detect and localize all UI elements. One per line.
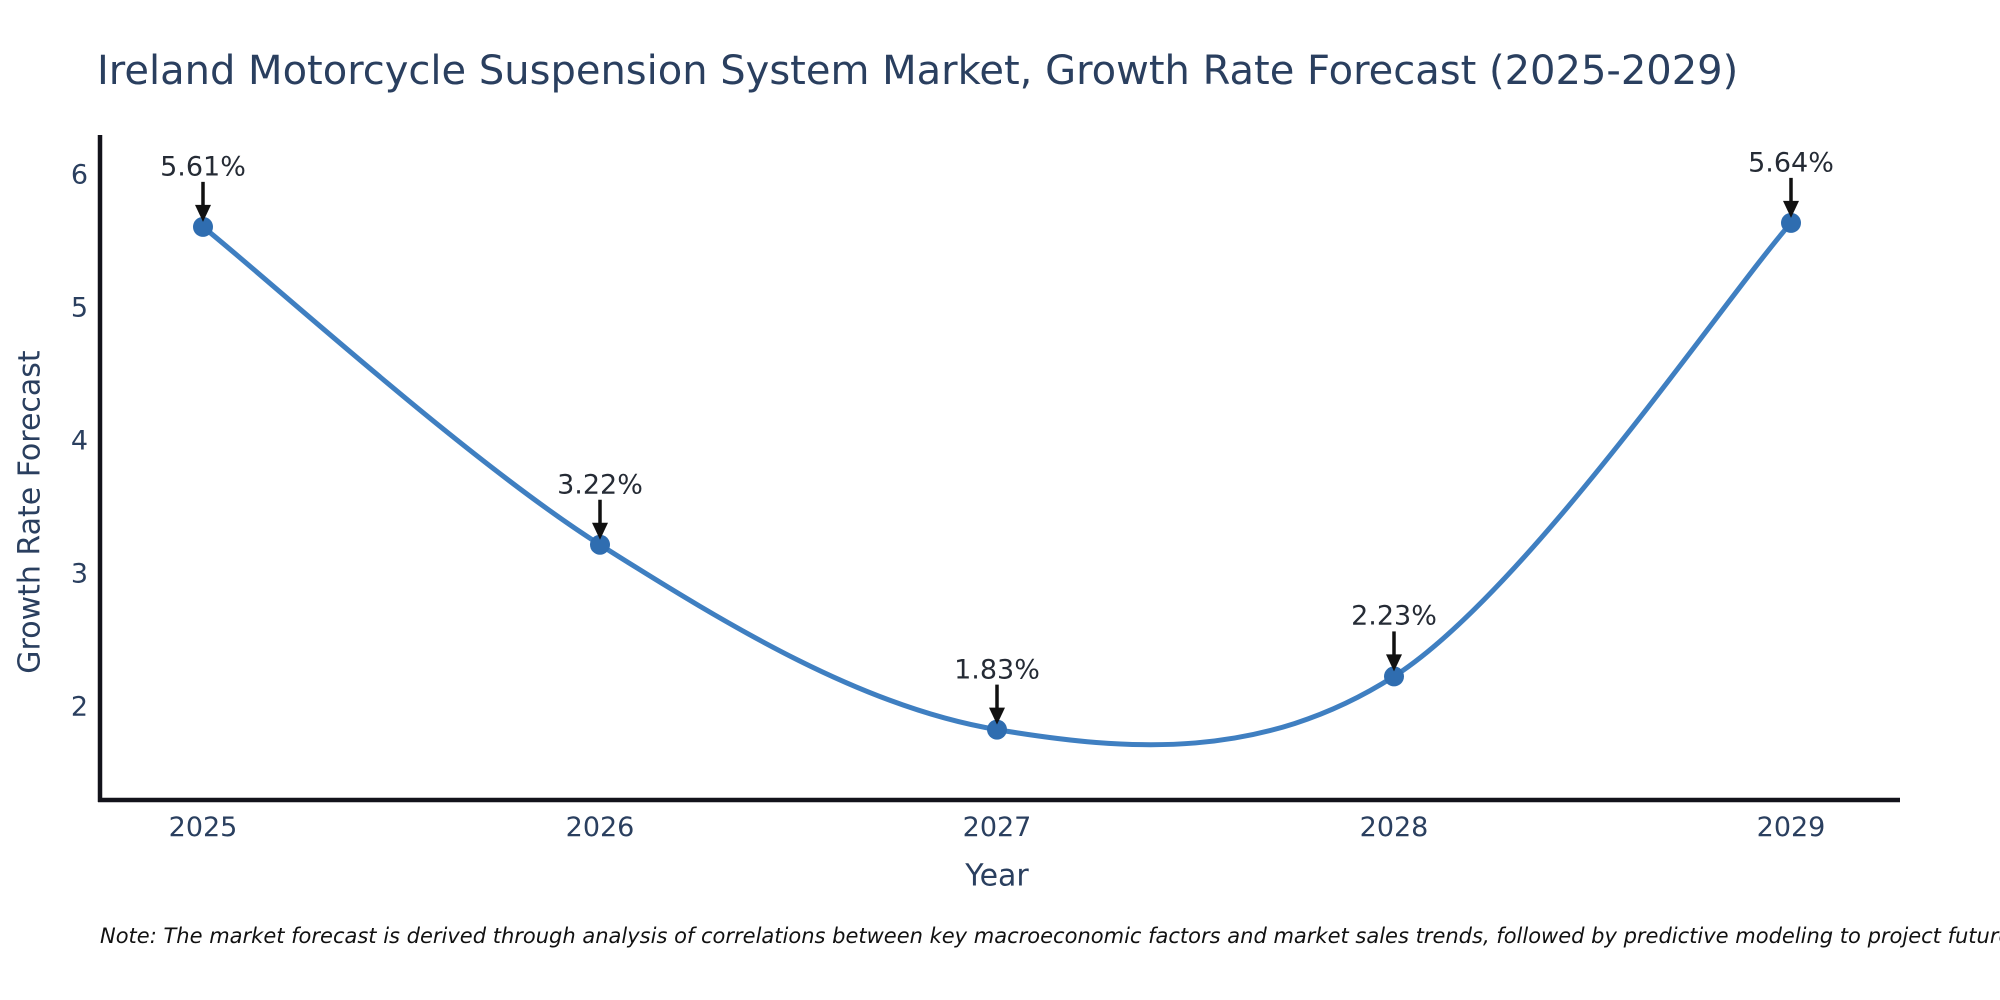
y-tick-label-6: 6 bbox=[70, 159, 88, 191]
annotation-arrowhead-icon bbox=[1386, 654, 1402, 672]
y-tick-label-3: 3 bbox=[70, 558, 88, 590]
x-tick-label-2027: 2027 bbox=[962, 812, 1032, 843]
y-tick-label-2: 2 bbox=[70, 691, 88, 723]
point-label-2025: 5.61% bbox=[160, 151, 246, 183]
point-label-2029: 5.64% bbox=[1748, 147, 1834, 179]
x-tick-label-2026: 2026 bbox=[565, 812, 635, 843]
data-point-2027 bbox=[987, 719, 1007, 740]
chart-title: Ireland Motorcycle Suspension System Mar… bbox=[97, 48, 1739, 94]
data-point-2026 bbox=[590, 534, 610, 555]
x-tick-label-2028: 2028 bbox=[1359, 812, 1429, 843]
annotation-arrowhead-icon bbox=[989, 707, 1005, 725]
point-label-2027: 1.83% bbox=[954, 654, 1040, 686]
data-point-2025 bbox=[193, 216, 213, 237]
point-label-2028: 2.23% bbox=[1351, 600, 1437, 632]
data-point-2029 bbox=[1781, 212, 1801, 233]
x-tick-label-2029: 2029 bbox=[1756, 812, 1826, 843]
annotation-arrowhead-icon bbox=[195, 204, 211, 222]
x-tick-label-2025: 2025 bbox=[168, 812, 238, 843]
point-label-2026: 3.22% bbox=[557, 469, 643, 501]
x-axis-title: Year bbox=[965, 858, 1029, 894]
data-point-2028 bbox=[1384, 666, 1404, 687]
y-tick-label-4: 4 bbox=[70, 425, 88, 457]
annotation-arrowhead-icon bbox=[592, 522, 608, 540]
y-tick-label-5: 5 bbox=[70, 292, 88, 324]
footnote: Note: The market forecast is derived thr… bbox=[100, 924, 2000, 948]
annotation-arrowhead-icon bbox=[1783, 200, 1799, 218]
